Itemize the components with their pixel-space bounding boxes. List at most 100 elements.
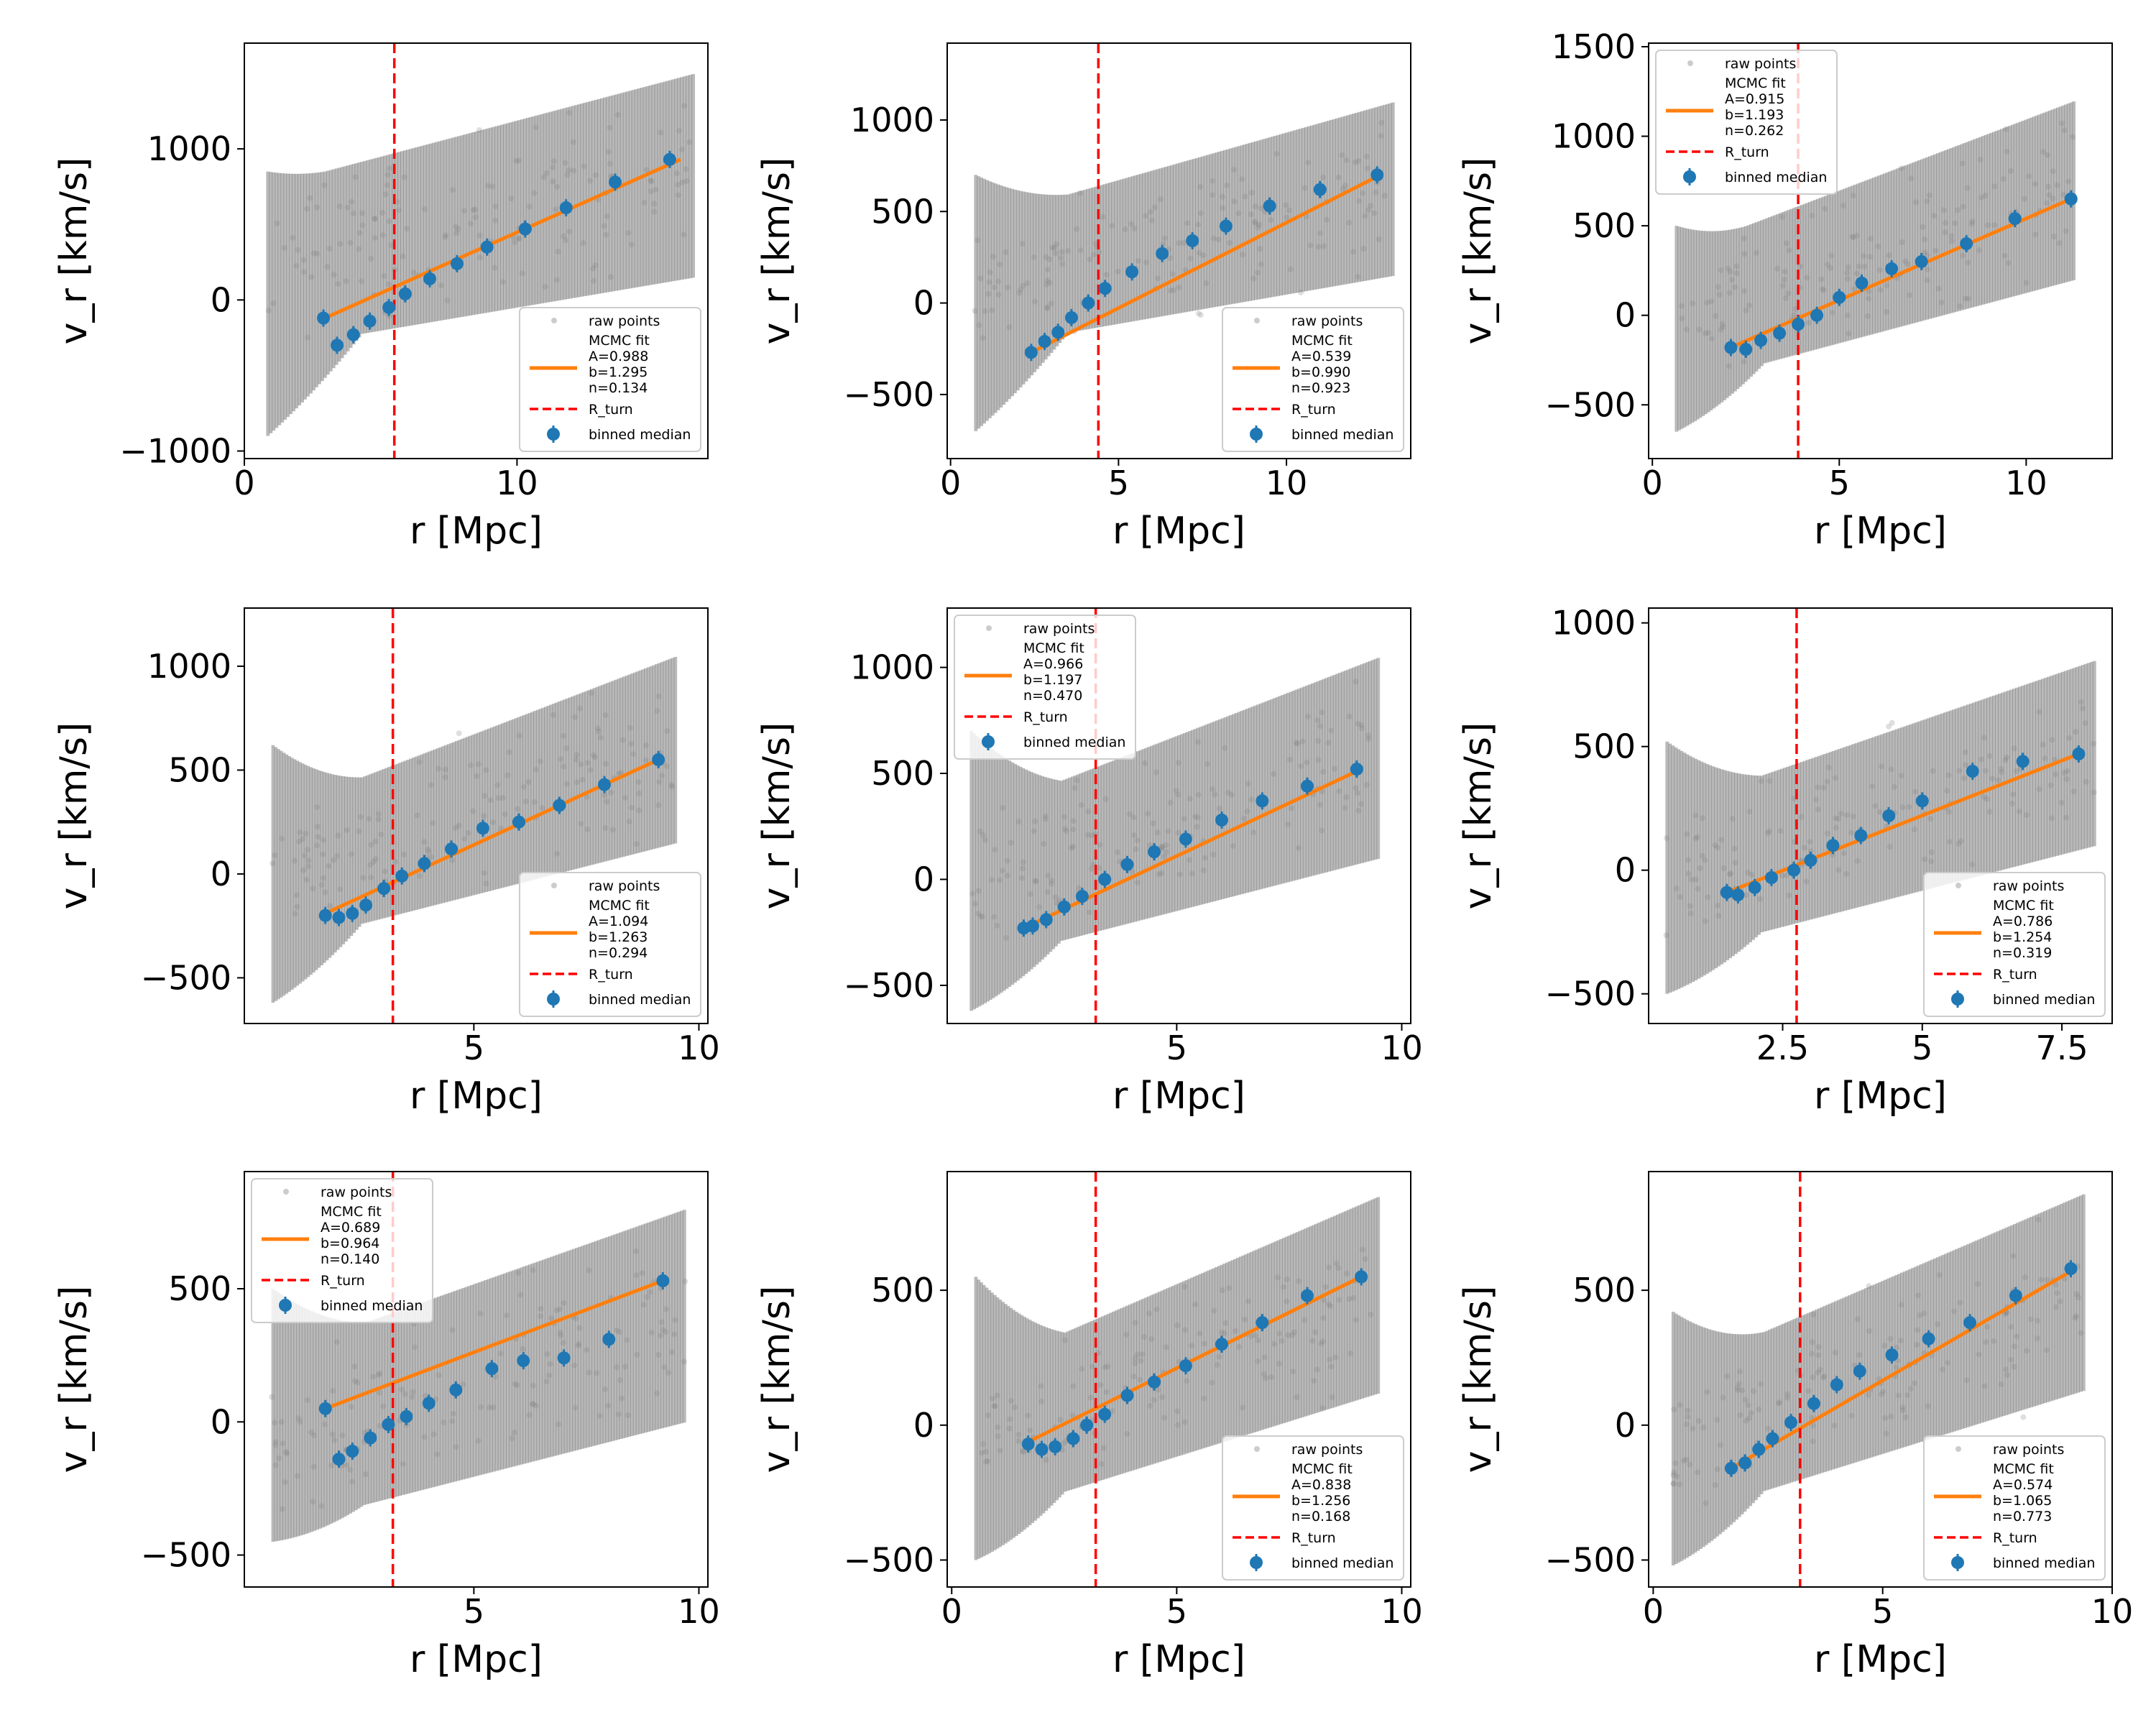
raw-point bbox=[655, 1351, 662, 1358]
raw-band bbox=[1185, 732, 1189, 908]
raw-band bbox=[1284, 132, 1289, 295]
raw-point bbox=[1020, 1449, 1026, 1455]
raw-band bbox=[1687, 1321, 1692, 1557]
raw-point bbox=[1348, 1351, 1354, 1357]
raw-band bbox=[1147, 171, 1151, 319]
raw-band bbox=[495, 725, 499, 890]
raw-point bbox=[1336, 788, 1342, 794]
raw-point bbox=[1733, 263, 1740, 270]
median-point bbox=[559, 201, 573, 215]
raw-band bbox=[619, 93, 624, 290]
raw-band bbox=[1055, 1330, 1059, 1501]
binned-medians bbox=[1024, 166, 1384, 362]
raw-point bbox=[586, 1369, 592, 1376]
raw-band bbox=[503, 722, 507, 888]
raw-band bbox=[1130, 1303, 1135, 1471]
raw-point bbox=[1059, 261, 1066, 267]
raw-point bbox=[1020, 282, 1026, 289]
raw-point bbox=[1692, 812, 1699, 819]
raw-band bbox=[577, 1246, 581, 1450]
raw-band bbox=[346, 1321, 350, 1516]
raw-point bbox=[409, 1394, 415, 1400]
raw-point bbox=[1294, 740, 1301, 747]
raw-band bbox=[460, 135, 464, 317]
raw-band bbox=[1108, 183, 1112, 326]
raw-point bbox=[1007, 1416, 1013, 1422]
raw-point bbox=[330, 1388, 336, 1394]
raw-point bbox=[500, 279, 507, 285]
raw-band bbox=[1902, 1271, 1907, 1448]
raw-band bbox=[1749, 1333, 1753, 1506]
raw-point bbox=[1221, 1330, 1227, 1337]
raw-point bbox=[1671, 1406, 1677, 1412]
raw-band bbox=[463, 134, 467, 317]
legend-raw-label: raw points bbox=[1291, 313, 1363, 329]
raw-band bbox=[1240, 145, 1244, 303]
raw-band bbox=[977, 738, 982, 1007]
raw-band bbox=[1295, 1232, 1299, 1420]
raw-band bbox=[498, 724, 502, 889]
raw-band bbox=[1776, 213, 1780, 360]
raw-band bbox=[1768, 1329, 1772, 1490]
raw-band bbox=[1336, 1214, 1340, 1407]
legend-box bbox=[1222, 307, 1404, 452]
median-point bbox=[1148, 1375, 1161, 1389]
raw-point bbox=[1161, 1414, 1168, 1421]
raw-point bbox=[566, 167, 572, 173]
raw-point bbox=[1877, 287, 1884, 293]
raw-band bbox=[484, 730, 489, 892]
raw-point bbox=[1976, 247, 1982, 254]
raw-point bbox=[282, 1479, 288, 1486]
raw-point bbox=[1927, 816, 1934, 822]
raw-band bbox=[1712, 231, 1716, 409]
raw-band bbox=[668, 1215, 673, 1427]
raw-band bbox=[1835, 191, 1838, 344]
raw-point bbox=[1848, 1412, 1855, 1419]
raw-band bbox=[1200, 156, 1204, 310]
raw-point bbox=[2058, 799, 2065, 806]
raw-point bbox=[321, 1421, 328, 1427]
raw-band bbox=[1095, 767, 1099, 932]
raw-point bbox=[1704, 1389, 1710, 1395]
raw-point bbox=[1924, 277, 1930, 284]
raw-band bbox=[608, 96, 612, 292]
raw-point bbox=[1912, 788, 1919, 795]
median-point bbox=[1038, 335, 1051, 349]
raw-point bbox=[502, 811, 508, 817]
raw-point bbox=[1920, 224, 1926, 230]
x-tick-label: 5 bbox=[1872, 1592, 1893, 1631]
raw-point bbox=[563, 745, 570, 752]
x-tick-label: 0 bbox=[941, 1592, 962, 1631]
raw-point bbox=[997, 1448, 1003, 1454]
binned-medians bbox=[1724, 190, 2078, 359]
raw-point bbox=[1718, 837, 1725, 843]
raw-point bbox=[477, 1310, 484, 1317]
raw-point bbox=[1713, 313, 1719, 319]
raw-point bbox=[1931, 213, 1938, 219]
raw-point bbox=[305, 847, 311, 853]
raw-point bbox=[1342, 805, 1348, 811]
raw-band bbox=[1770, 216, 1774, 362]
raw-point bbox=[2005, 259, 2012, 266]
median-point bbox=[1021, 1438, 1035, 1451]
raw-band bbox=[1935, 715, 1939, 888]
raw-point bbox=[2045, 152, 2051, 158]
legend-raw-label: raw points bbox=[1725, 56, 1796, 72]
raw-band bbox=[1293, 130, 1297, 293]
raw-point bbox=[1044, 889, 1051, 896]
median-point bbox=[1885, 1348, 1899, 1362]
raw-point bbox=[979, 914, 985, 920]
y-tick-label: 500 bbox=[871, 754, 934, 793]
raw-point bbox=[1158, 870, 1165, 876]
raw-band bbox=[1957, 144, 1961, 311]
raw-point bbox=[1222, 1320, 1229, 1326]
raw-point bbox=[1261, 1371, 1267, 1377]
raw-band bbox=[1021, 191, 1026, 385]
raw-point bbox=[1718, 326, 1724, 333]
raw-point bbox=[1015, 819, 1022, 825]
axes-frame bbox=[946, 1171, 1411, 1588]
raw-band bbox=[1133, 752, 1138, 922]
raw-band bbox=[1376, 1197, 1381, 1394]
raw-point bbox=[482, 793, 488, 799]
raw-band bbox=[1244, 1254, 1248, 1435]
